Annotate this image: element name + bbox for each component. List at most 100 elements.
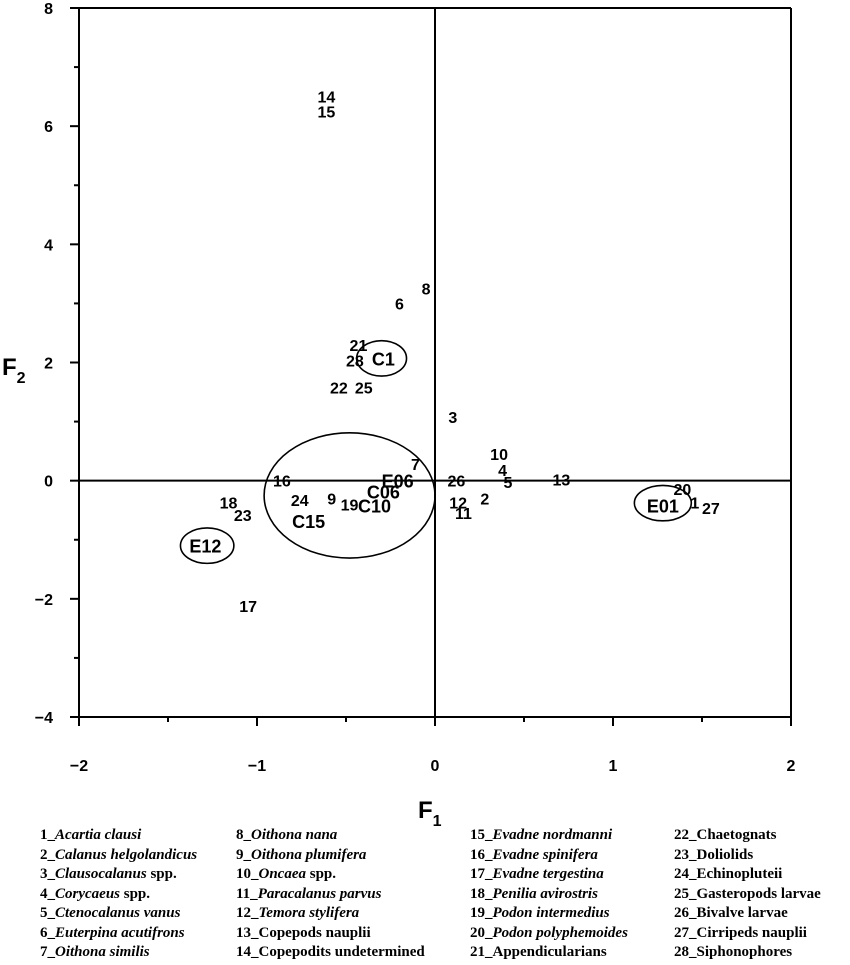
species-point-1: 1 [690, 496, 699, 513]
legend-item: 6_Euterpina acutifrons [40, 924, 197, 944]
legend-item-name: Siphonophores [696, 944, 793, 960]
legend-column: 22_Chaetognats 23_Doliolids 24_Echinoplute… [674, 826, 821, 963]
legend-item-name: Doliolids [696, 846, 754, 863]
legend-item: 13_Copepods nauplii [236, 924, 425, 944]
legend-item: 19_Podon intermedius [470, 904, 628, 924]
legend-item-number: 22_ [674, 827, 697, 843]
station-ellipse [355, 339, 408, 377]
species-point-12: 12 [449, 496, 467, 513]
legend-item-suffix: spp. [120, 885, 151, 902]
legend-item-name: Ctenocalanus vanus [55, 905, 181, 921]
legend-item-number: 10_ [236, 866, 259, 882]
species-point-5: 5 [504, 475, 513, 492]
station-ellipse [179, 527, 235, 565]
legend-item: 15_Evadne nordmanni [470, 826, 628, 846]
legend-item: 7_Oithona similis [40, 943, 197, 963]
station-point-C06: C06 [367, 482, 400, 502]
y-tick-label: 6 [44, 119, 53, 136]
legend-item-suffix: spp. [306, 866, 337, 882]
station-ellipse [633, 484, 693, 522]
species-point-18: 18 [220, 496, 238, 513]
species-point-25: 25 [355, 380, 373, 397]
legend-item-number: 12_ [236, 905, 259, 921]
legend-item-number: 17_ [470, 866, 493, 882]
species-point-19: 19 [341, 497, 359, 514]
station-point-E06: E06 [382, 472, 414, 492]
species-point-23: 23 [234, 508, 252, 525]
x-tick-label: 2 [787, 758, 796, 775]
legend-item: 20_Podon polyphemoides [470, 924, 628, 944]
station-point-E12: E12 [189, 537, 221, 557]
legend-item-name: Paracalanus parvus [257, 885, 382, 902]
legend-item: 24_Echinopluteii [674, 865, 821, 885]
legend-item-name: Penilia avirostris [492, 885, 598, 902]
legend-item-number: 8_ [236, 827, 251, 843]
y-tick-label: −4 [35, 710, 53, 727]
legend-item: 12_Temora stylifera [236, 904, 425, 924]
species-point-14: 14 [318, 90, 336, 107]
species-point-11: 11 [455, 506, 472, 523]
legend-item: 4_Corycaeus spp. [40, 885, 197, 905]
legend-item: 14_Copepodits undetermined [236, 943, 425, 963]
legend-item: 16_Evadne spinifera [470, 846, 628, 866]
species-point-27: 27 [702, 501, 720, 518]
legend-item-number: 6_ [40, 924, 55, 941]
station-ellipse [263, 432, 436, 559]
legend-item: 17_Evadne tergestina [470, 865, 628, 885]
species-point-9: 9 [327, 491, 336, 508]
legend-item: 5_Ctenocalanus vanus [40, 904, 197, 924]
legend-item-name: Copepods nauplii [258, 924, 371, 941]
legend-item-name: Appendicularians [492, 944, 607, 960]
legend-item: 26_Bivalve larvae [674, 904, 821, 924]
x-tick-label: 1 [609, 758, 618, 775]
legend-item-name: Copepodits undetermined [258, 944, 425, 960]
species-point-4: 4 [498, 463, 507, 480]
legend-item-number: 11_ [236, 885, 258, 902]
legend-item-number: 18_ [470, 885, 493, 902]
legend-item: 9_Oithona plumifera [236, 846, 425, 866]
legend-item-number: 15_ [470, 827, 493, 843]
legend-item-name: Bivalve larvae [696, 905, 788, 921]
legend-item-number: 21_ [470, 944, 493, 960]
station-point-E01: E01 [647, 496, 679, 516]
legend-item-name: Podon intermedius [492, 905, 610, 921]
legend-item-name: Evadne tergestina [492, 866, 604, 882]
station-ellipses [179, 339, 693, 565]
legend-item: 18_Penilia avirostris [470, 885, 628, 905]
legend-item-number: 25_ [674, 885, 697, 902]
legend-item-number: 9_ [236, 846, 251, 863]
legend-item-name: Oithona nana [251, 827, 338, 843]
plot-frame [78, 7, 792, 718]
species-point-3: 3 [448, 410, 457, 427]
x-axis-title: F1 [418, 797, 442, 826]
legend-item-number: 3_ [40, 866, 55, 882]
legend-item-number: 13_ [236, 924, 259, 941]
legend-item-number: 5_ [40, 905, 55, 921]
legend-item-name: Temora stylifera [258, 905, 360, 921]
species-point-24: 24 [291, 493, 309, 510]
species-point-17: 17 [239, 599, 257, 616]
x-tick-label: −1 [248, 758, 266, 775]
species-point-6: 6 [395, 296, 404, 313]
legend-item-number: 24_ [674, 866, 697, 882]
legend-item-number: 7_ [40, 944, 55, 960]
legend-item-number: 1_ [40, 827, 55, 843]
y-tick-label: 0 [44, 474, 53, 491]
legend-item-name: Evadne spinifera [492, 846, 598, 863]
y-tick-label: −2 [35, 592, 53, 609]
species-point-2: 2 [480, 491, 489, 508]
legend-item: 27_Cirripeds nauplii [674, 924, 821, 944]
legend-item-name: Euterpina acutifrons [55, 924, 185, 941]
legend-item-name: Podon polyphemoides [492, 924, 628, 941]
legend-item-number: 4_ [40, 885, 55, 902]
legend-item-name: Gasteropods larvae [696, 885, 821, 902]
species-point-13: 13 [552, 472, 570, 489]
legend-item-number: 27_ [674, 924, 697, 941]
legend-item-name: Oithona similis [55, 944, 150, 960]
species-point-26: 26 [447, 474, 465, 491]
legend-item-name: Echinopluteii [696, 866, 783, 882]
legend-item-name: Corycaeus [55, 885, 120, 902]
